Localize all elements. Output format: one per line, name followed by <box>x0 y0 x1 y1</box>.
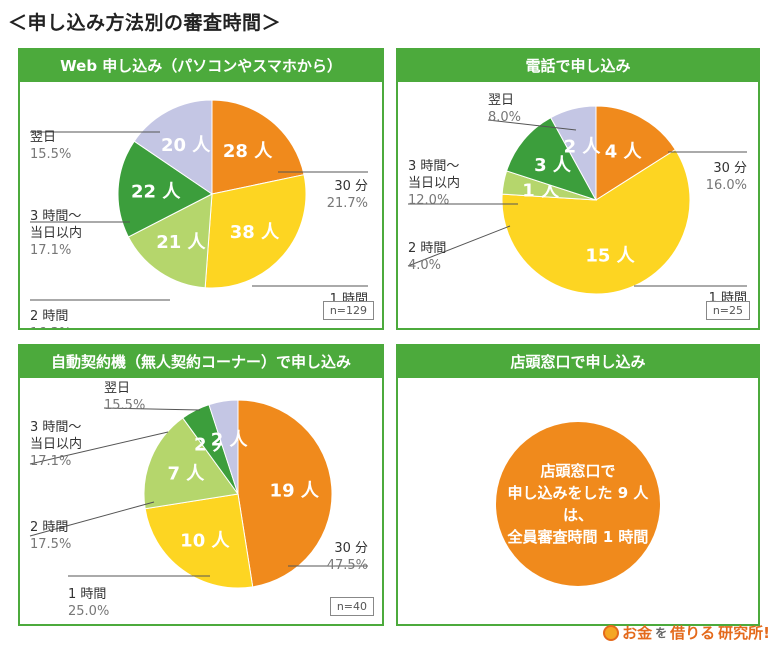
leader-line <box>487 119 577 131</box>
coin-icon <box>603 624 620 641</box>
slice-percent-label: 25.0% <box>68 604 109 619</box>
slice-percent-label: 17.1% <box>30 243 71 258</box>
pie-slice <box>144 493 254 589</box>
leader-line <box>407 225 511 267</box>
slice-count-label: 28 人 <box>223 141 273 162</box>
slice-category-label: 当日以内 <box>408 175 460 191</box>
logo-text-d: 研究所! <box>718 624 770 642</box>
site-logo: お金 を 借りる 研究所! <box>603 622 770 643</box>
web-pie-chart: 28 人38 人21 人22 人20 人30 分21.7%1 時間29.5%2 … <box>30 99 368 328</box>
leader-line <box>103 407 201 411</box>
pie-slice <box>143 417 239 510</box>
slice-category-label: 翌日 <box>30 130 56 145</box>
phone-application-panel: 電話で申し込み 4 人15 人1 人3 人2 人30 分16.0%1 時間60.… <box>396 48 760 330</box>
slice-count-label: 22 人 <box>131 182 181 203</box>
phone-n-label: n=25 <box>705 301 750 320</box>
slice-count-label: 21 人 <box>156 232 206 253</box>
slice-percent-label: 4.0% <box>408 258 441 273</box>
pie-slice <box>127 193 213 289</box>
slice-category-label: 30 分 <box>334 541 368 556</box>
pie-slice <box>211 99 305 195</box>
slice-count-label: 10 人 <box>180 531 230 552</box>
slice-count-label: 15 人 <box>585 246 635 267</box>
kiosk-panel-title: 自動契約機（無人契約コーナー）で申し込み <box>20 346 382 378</box>
pie-slice <box>550 105 597 201</box>
slice-percent-label: 8.0% <box>488 110 521 125</box>
pie-slice <box>204 174 307 289</box>
slice-category-label: 30 分 <box>334 179 368 194</box>
store-application-panel: 店頭窓口で申し込み 店頭窓口で 申し込みをした 9 人は、 全員審査時間 1 時… <box>396 344 760 626</box>
slice-percent-label: 17.1% <box>30 454 71 469</box>
slice-category-label: 3 時間～ <box>408 159 459 174</box>
slice-percent-label: 47.5% <box>327 558 368 573</box>
slice-category-label: 2 時間 <box>30 309 68 324</box>
store-panel-title: 店頭窓口で申し込み <box>398 346 758 378</box>
web-application-panel: Web 申し込み（パソコンやスマホから） 28 人 38 人 21 人 22 人 20 … <box>18 48 384 330</box>
pie-slice <box>133 99 213 195</box>
web-n-label: n=129 <box>322 301 374 320</box>
pie-slice <box>595 105 677 201</box>
slice-category-label: 30 分 <box>713 161 747 176</box>
leader-line <box>29 431 169 465</box>
slice-count-label: 38 人 <box>230 222 280 243</box>
logo-text-b: を <box>655 626 668 640</box>
slice-count-label: 4 人 <box>605 142 643 163</box>
pie-slice <box>237 399 333 588</box>
slice-count-label: 19 人 <box>270 481 320 502</box>
logo-text-a: お金 <box>622 624 653 642</box>
slice-category-label: 2 時間 <box>408 241 446 256</box>
page-title: ＜申し込み方法別の審査時間＞ <box>8 12 282 34</box>
slice-category-label: 当日以内 <box>30 225 82 241</box>
slice-percent-label: 16.3% <box>30 326 71 328</box>
leader-line <box>29 501 155 537</box>
slice-percent-label: 15.5% <box>104 398 145 413</box>
slice-percent-label: 21.7% <box>327 196 368 211</box>
slice-percent-label: 17.5% <box>30 537 71 552</box>
pie-slice <box>208 399 239 495</box>
store-summary-circle: 店頭窓口で 申し込みをした 9 人は、 全員審査時間 1 時間 <box>496 422 660 586</box>
slice-category-label: 2 時間 <box>30 520 68 535</box>
slice-percent-label: 12.0% <box>408 193 449 208</box>
phone-pie-chart: 4 人15 人1 人3 人2 人30 分16.0%1 時間60.0%2 時間4.… <box>407 93 747 323</box>
store-summary-line3: 全員審査時間 1 時間 <box>507 528 649 546</box>
phone-panel-title: 電話で申し込み <box>398 50 758 82</box>
store-summary-line2: 申し込みをした 9 人は、 <box>507 484 649 524</box>
slice-category-label: 翌日 <box>104 381 130 396</box>
slice-count-label: 7 人 <box>167 463 205 484</box>
slice-count-label: 2 人 <box>564 136 602 157</box>
slice-percent-label: 16.0% <box>706 178 747 193</box>
slice-category-label: 当日以内 <box>30 436 82 452</box>
slice-category-label: 翌日 <box>488 93 514 108</box>
slice-category-label: 3 時間～ <box>30 209 81 224</box>
pie-slice <box>117 140 213 238</box>
store-summary-line1: 店頭窓口で <box>540 462 616 480</box>
slice-category-label: 1 時間 <box>68 587 106 602</box>
slice-count-label: 20 人 <box>161 135 211 156</box>
slice-category-label: 3 時間～ <box>30 420 81 435</box>
slice-count-label: 3 人 <box>534 155 572 176</box>
web-panel-title: Web 申し込み（パソコンやスマホから） <box>20 50 382 82</box>
slice-percent-label: 15.5% <box>30 147 71 162</box>
kiosk-n-label: n=40 <box>329 597 374 616</box>
slice-count-label: 2 人 <box>211 429 249 450</box>
pie-slice <box>501 148 691 295</box>
pie-slice <box>505 116 598 201</box>
logo-text-c: 借りる <box>670 624 716 642</box>
